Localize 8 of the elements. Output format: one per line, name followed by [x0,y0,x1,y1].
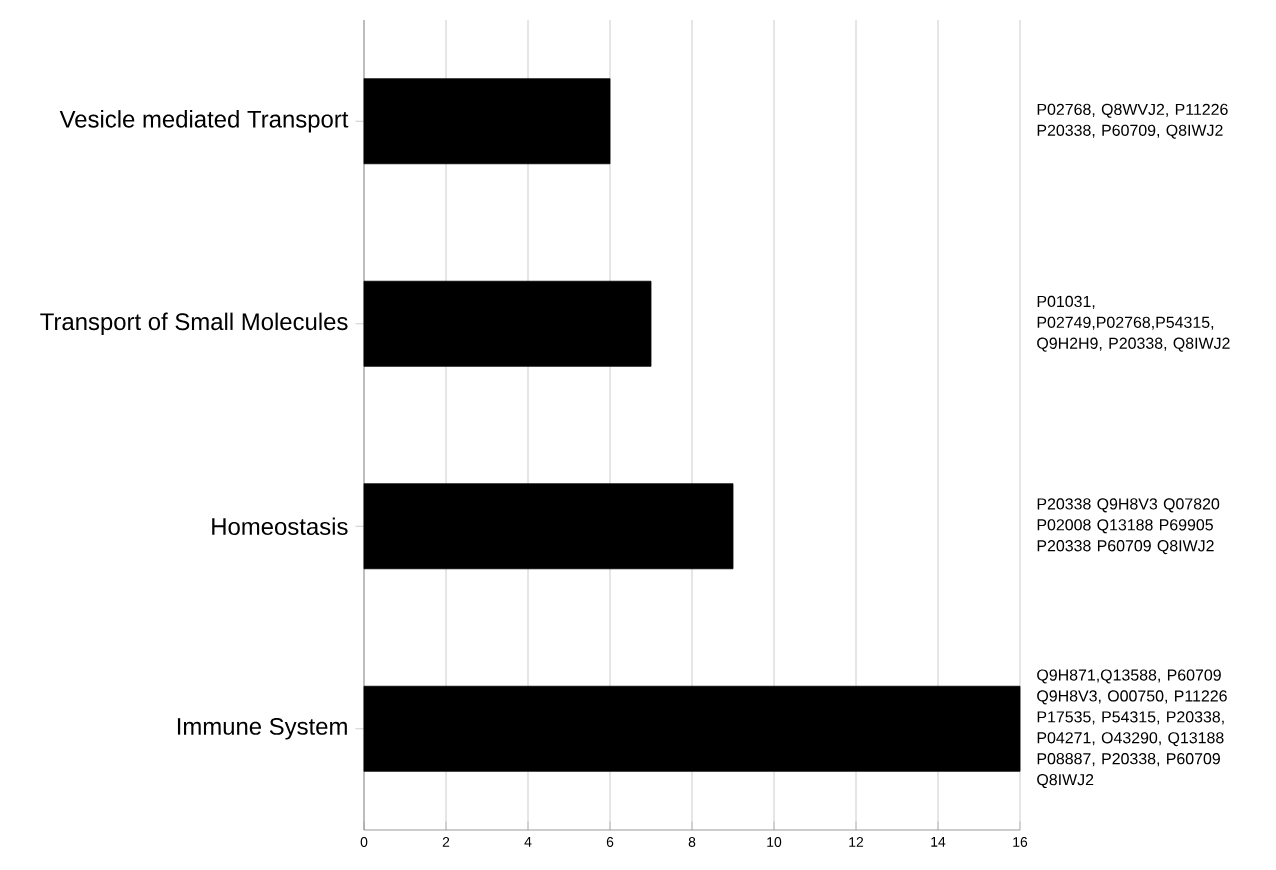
bar [363,280,652,367]
y-tick-label: Vesicle mediated Transport [59,110,349,133]
y-tick-label: Immune System [177,717,347,740]
bar [363,483,734,570]
y-tick-label: Transport of Small Molecules [40,312,348,335]
bar [363,685,1021,772]
bar [363,78,611,165]
y-tick-label: Homeostasis [212,517,348,536]
